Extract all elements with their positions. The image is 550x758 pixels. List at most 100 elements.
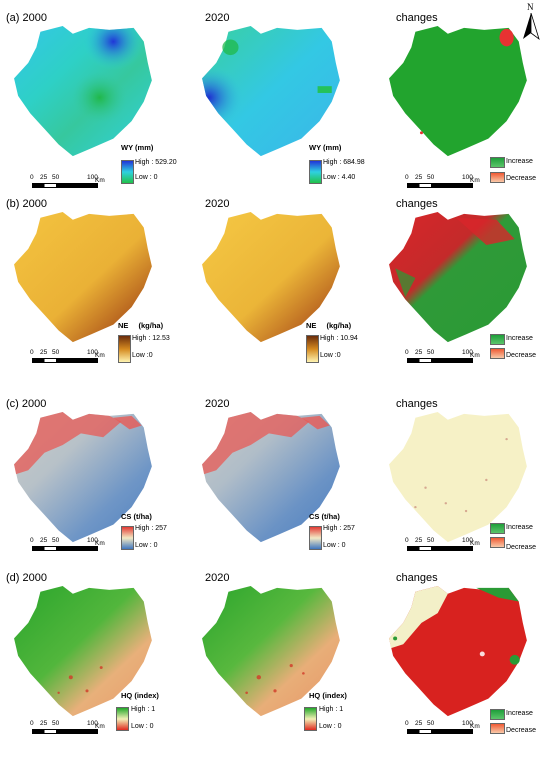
map-changes (385, 210, 537, 346)
map-2020 (198, 210, 350, 346)
increase-swatch (490, 709, 505, 720)
scale-25: 25 (415, 174, 423, 181)
map-2020 (198, 584, 350, 720)
map-2000 (10, 210, 162, 346)
scale-100: 100 (87, 349, 98, 356)
legend-high-2020: High : 257 (323, 525, 355, 532)
legend-ramp (118, 335, 131, 363)
scale-bar: 0 25 50 100 Km (30, 720, 120, 740)
scale-25: 25 (40, 720, 48, 727)
increase-label: Increase (506, 335, 533, 342)
row-b-nitrogen-export: (b) 2000 2020 changes NE (kg/ha) High : … (0, 198, 550, 384)
scale-50: 50 (427, 720, 435, 727)
legend-ramp-2020 (304, 707, 317, 731)
decrease-swatch (490, 537, 505, 548)
scale-25: 25 (415, 537, 423, 544)
scale-100: 100 (462, 349, 473, 356)
legend-high: High : 257 (135, 525, 167, 532)
legend-high-2020: High : 1 (319, 706, 344, 713)
scale-0: 0 (30, 349, 34, 356)
year-2020-label: 2020 (205, 572, 230, 584)
map-changes (385, 584, 537, 720)
legend-low: Low : 0 (131, 723, 154, 730)
legend-low: Low : 0 (135, 542, 158, 549)
scale-bar: 0 25 50 100 Km (30, 174, 120, 194)
scale-25: 25 (415, 349, 423, 356)
scale-unit: Km (470, 177, 480, 184)
scale-unit: Km (95, 352, 105, 359)
increase-swatch (490, 157, 505, 168)
legend-unit: (kg/ha) (326, 321, 352, 330)
legend-ramp (121, 526, 134, 550)
increase-swatch (490, 523, 505, 534)
year-2020-label: 2020 (205, 398, 230, 410)
increase-swatch (490, 334, 505, 345)
scale-bar-changes: 0 25 50 100 Km (405, 349, 495, 369)
scale-unit: Km (470, 540, 480, 547)
scale-unit: Km (95, 540, 105, 547)
scale-bar-changes: 0 25 50 100 Km (405, 720, 495, 740)
legend-high-2020: High : 10.94 (320, 335, 358, 342)
increase-label: Increase (506, 710, 533, 717)
scale-100: 100 (87, 537, 98, 544)
changes-label: changes (396, 572, 438, 584)
scale-25: 25 (40, 537, 48, 544)
scale-100: 100 (87, 720, 98, 727)
legend-title-2020: HQ (index) (309, 691, 347, 700)
scale-bar-graphic (32, 183, 98, 188)
scale-100: 100 (462, 174, 473, 181)
legend-title-2020: CS (t/ha) (309, 512, 340, 521)
scale-unit: Km (95, 177, 105, 184)
legend-ramp-2020 (306, 335, 319, 363)
scale-100: 100 (462, 537, 473, 544)
legend-title: WY (mm) (121, 143, 154, 152)
decrease-swatch (490, 172, 505, 183)
decrease-label: Decrease (506, 727, 536, 734)
scale-0: 0 (30, 537, 34, 544)
year-2020-label: 2020 (205, 12, 230, 24)
row-label: (c) 2000 (6, 398, 47, 410)
legend-unit: (kg/ha) (138, 321, 164, 330)
decrease-label: Decrease (506, 544, 536, 551)
decrease-label: Decrease (506, 175, 536, 182)
year-2020-label: 2020 (205, 198, 230, 210)
legend-title-2020: WY (mm) (309, 143, 342, 152)
map-changes (385, 24, 537, 160)
changes-label: changes (396, 198, 438, 210)
north-letter: N (527, 2, 534, 12)
north-arrow-icon (523, 13, 540, 41)
scale-100: 100 (87, 174, 98, 181)
legend-ramp-2020 (309, 526, 322, 550)
scale-50: 50 (52, 349, 60, 356)
scale-bar: 0 25 50 100 Km (30, 349, 120, 369)
decrease-swatch (490, 348, 505, 359)
legend-high: High : 1 (131, 706, 156, 713)
legend-low-2020: Low : 0 (323, 542, 346, 549)
legend-title-text: NE (306, 321, 317, 330)
decrease-swatch (490, 723, 505, 734)
scale-bar-changes: 0 25 50 100 Km (405, 174, 495, 194)
scale-unit: Km (95, 723, 105, 730)
north-arrow: N (521, 2, 541, 41)
scale-0: 0 (405, 537, 409, 544)
scale-50: 50 (52, 174, 60, 181)
legend-ramp-2020 (309, 160, 322, 184)
legend-title-2020: NE (kg/ha) (306, 321, 351, 330)
row-label: (b) 2000 (6, 198, 47, 210)
scale-0: 0 (30, 174, 34, 181)
scale-25: 25 (415, 720, 423, 727)
scale-bar: 0 25 50 100 Km (30, 537, 120, 557)
scale-50: 50 (427, 349, 435, 356)
scale-50: 50 (427, 537, 435, 544)
row-c-carbon-storage: (c) 2000 2020 changes CS (t/ha) High : 2… (0, 398, 550, 584)
map-changes (385, 410, 537, 546)
map-2000 (10, 584, 162, 720)
scale-50: 50 (52, 537, 60, 544)
scale-0: 0 (405, 720, 409, 727)
legend-high: High : 12.53 (132, 335, 170, 342)
row-d-habitat-quality: (d) 2000 2020 changes HQ (index) High : … (0, 572, 550, 758)
legend-title-text: NE (118, 321, 129, 330)
legend-low: Low : 0 (135, 174, 158, 181)
legend-low-2020: Low : 0 (319, 723, 342, 730)
